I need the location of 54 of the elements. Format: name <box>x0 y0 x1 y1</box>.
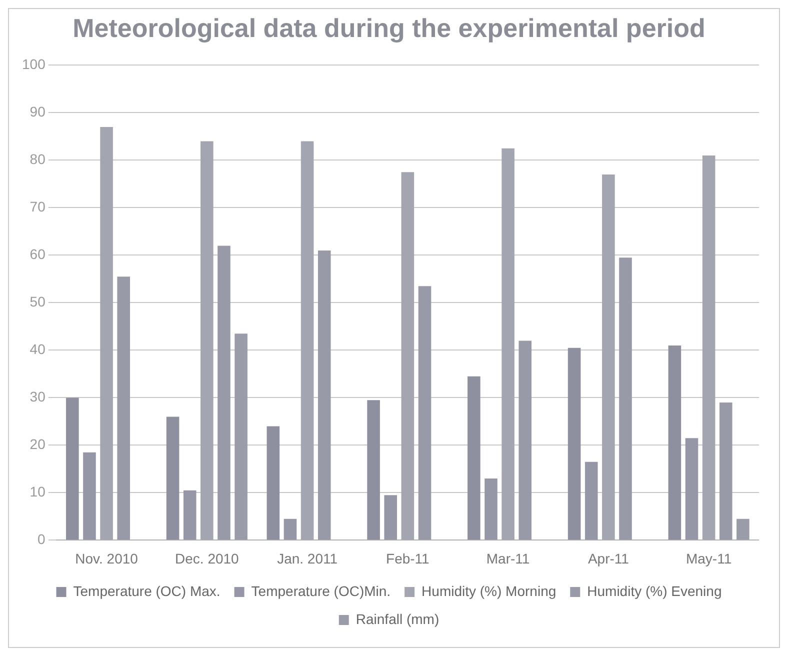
bar <box>401 172 414 540</box>
y-tick-label: 50 <box>30 294 46 310</box>
x-tick-label: Mar-11 <box>486 550 530 566</box>
y-tick-label: 90 <box>30 104 46 120</box>
bar <box>484 478 498 540</box>
x-tick-label: May-11 <box>686 550 732 566</box>
bar <box>502 148 514 540</box>
y-tick-label: 100 <box>22 56 46 72</box>
bar <box>183 490 196 540</box>
bar <box>685 438 698 540</box>
y-tick-label: 60 <box>30 246 46 262</box>
bar <box>266 426 280 540</box>
bar <box>736 518 750 540</box>
y-tick-label: 0 <box>38 531 46 548</box>
bar <box>166 416 180 540</box>
bar <box>668 345 682 540</box>
bar <box>719 402 732 540</box>
bar <box>568 348 581 540</box>
legend-label: Temperature (OC)Min. <box>251 582 391 599</box>
bar <box>66 398 79 540</box>
legend-label: Humidity (%) Evening <box>587 582 722 599</box>
legend-label: Temperature (OC) Max. <box>73 582 220 599</box>
x-tick-label: Dec. 2010 <box>175 550 240 566</box>
bar <box>234 334 248 540</box>
x-tick-label: Nov. 2010 <box>75 550 138 566</box>
bar <box>83 452 96 540</box>
y-tick-label: 30 <box>30 388 46 405</box>
bar <box>418 286 432 540</box>
bar <box>702 155 716 540</box>
bar <box>284 518 297 540</box>
bar <box>218 246 230 540</box>
legend-label: Humidity (%) Morning <box>422 582 556 599</box>
bar <box>318 250 331 540</box>
bar <box>468 376 480 540</box>
bar <box>367 400 380 540</box>
chart-title: Meteorological data during the experimental period <box>72 12 706 43</box>
bar <box>518 340 532 540</box>
x-tick-label: Apr-11 <box>588 550 630 566</box>
x-tick-label: Jan. 2011 <box>277 550 338 566</box>
legend-label: Rainfall (mm) <box>356 610 440 627</box>
bar <box>117 276 130 540</box>
y-tick-label: 70 <box>30 198 46 215</box>
bar <box>619 258 632 540</box>
y-tick-label: 10 <box>30 484 46 500</box>
bar <box>602 174 615 540</box>
y-tick-label: 80 <box>30 151 46 168</box>
x-tick-label: Feb-11 <box>386 550 430 566</box>
bar <box>300 141 314 540</box>
bar <box>100 126 113 540</box>
bar <box>584 462 598 540</box>
bar <box>200 141 214 540</box>
y-tick-label: 20 <box>30 436 46 452</box>
y-tick-label: 40 <box>30 341 46 358</box>
bar <box>384 495 398 540</box>
